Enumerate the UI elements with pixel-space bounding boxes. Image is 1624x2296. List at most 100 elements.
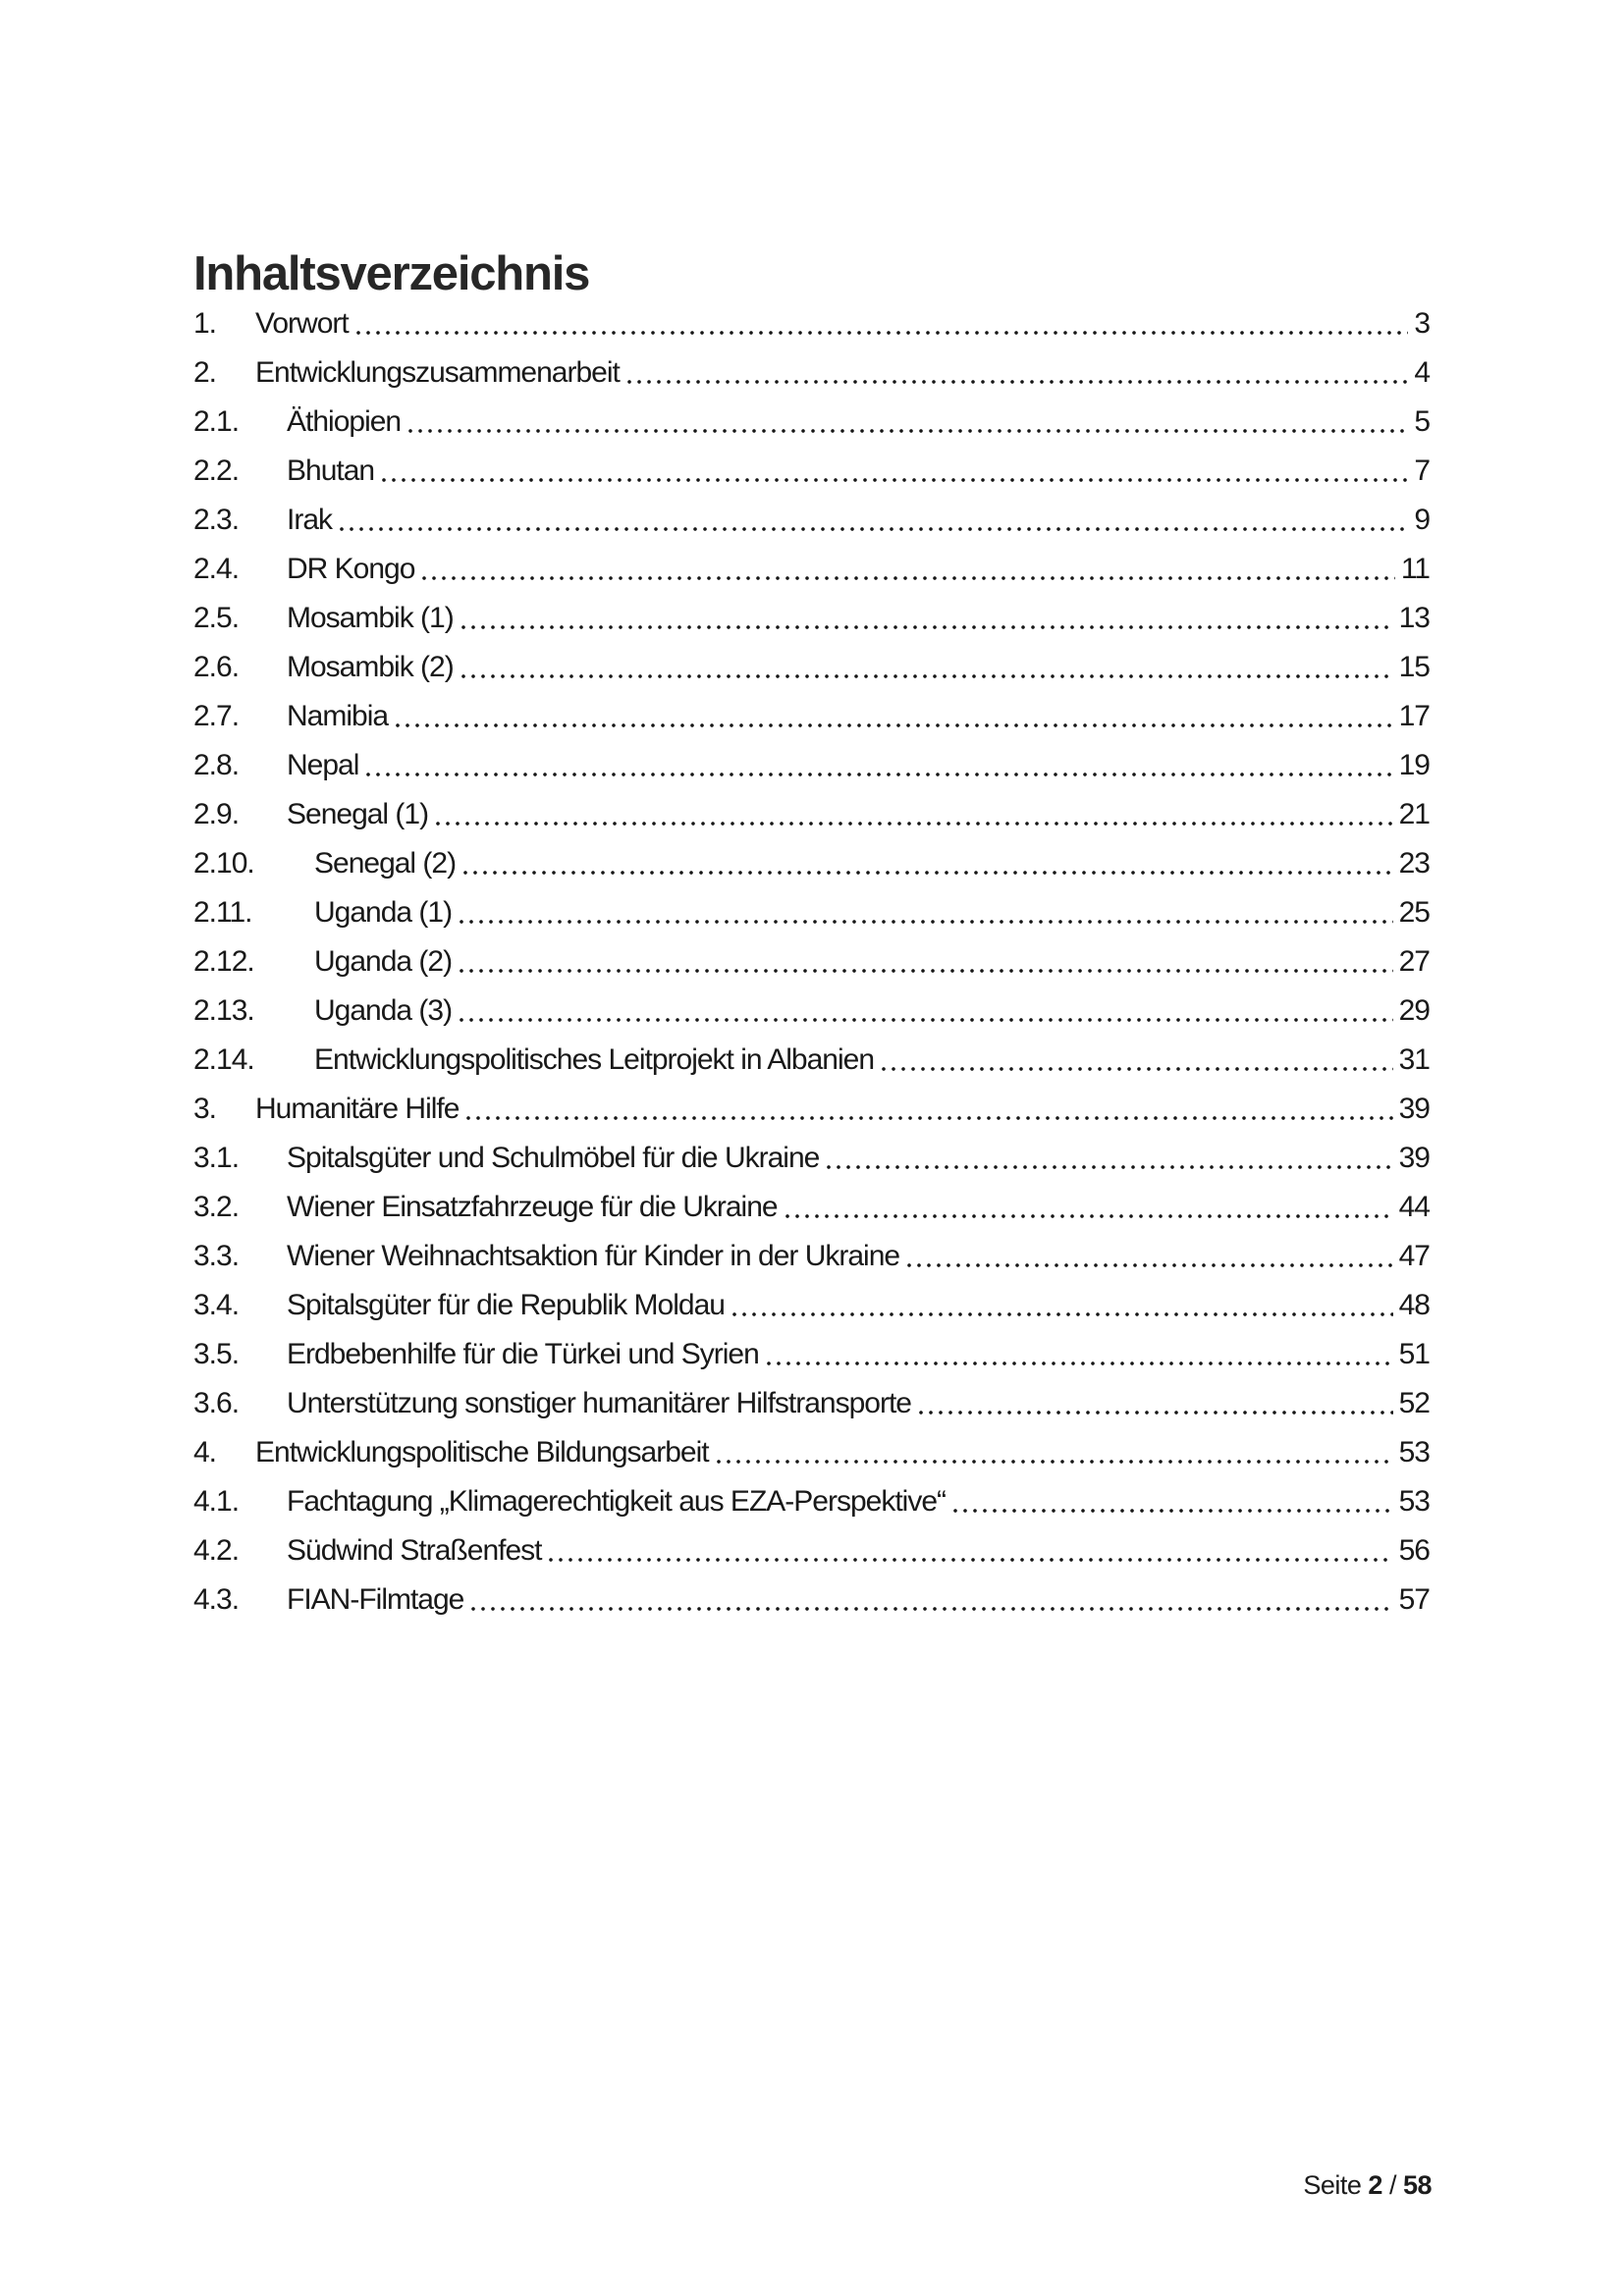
toc-entry-page: 31 — [1398, 1043, 1431, 1076]
toc-entry-label: Uganda (2) — [314, 945, 453, 978]
toc-entry-page: 4 — [1414, 356, 1431, 389]
toc-entry-label: Spitalsgüter und Schulmöbel für die Ukra… — [287, 1142, 820, 1174]
toc-entry-page: 53 — [1398, 1436, 1431, 1468]
toc-entry-number: 2.4. — [193, 553, 240, 585]
toc-entry-page: 19 — [1398, 749, 1431, 781]
toc-entry-page: 7 — [1414, 454, 1431, 487]
toc-leader-dots — [907, 1263, 1393, 1267]
toc-entry-number: 2.3. — [193, 504, 240, 536]
toc-entry-label: Unterstützung sonstiger humanitärer Hilf… — [287, 1387, 912, 1419]
toc-entry-number: 3.1. — [193, 1142, 240, 1174]
toc-entry[interactable]: 2.11. Uganda (1) 25 — [193, 888, 1431, 937]
toc-entry-page: 25 — [1398, 896, 1431, 929]
toc-entry-page: 53 — [1398, 1485, 1431, 1518]
toc-entry-number: 2.12. — [193, 945, 255, 978]
toc-entry-label: Senegal (2) — [314, 847, 457, 880]
toc-entry-page: 39 — [1398, 1093, 1431, 1125]
toc-leader-dots — [463, 871, 1393, 875]
toc-entry-number: 4.1. — [193, 1485, 240, 1518]
toc-leader-dots — [626, 380, 1409, 384]
toc-leader-dots — [408, 429, 1409, 433]
toc-entry[interactable]: 2.5. Mosambik (1) 13 — [193, 594, 1431, 643]
toc-entry-number: 3.2. — [193, 1191, 240, 1223]
toc-entry-page: 51 — [1398, 1338, 1431, 1370]
toc-entry[interactable]: 2.7. Namibia 17 — [193, 692, 1431, 741]
toc-entry[interactable]: 3.1. Spitalsgüter und Schulmöbel für die… — [193, 1134, 1431, 1183]
toc-entry[interactable]: 2.9. Senegal (1) 21 — [193, 790, 1431, 839]
toc-entry[interactable]: 2.4. DR Kongo 11 — [193, 545, 1431, 594]
toc-entry-number: 2.10. — [193, 847, 255, 880]
toc-entry-number: 2. — [193, 356, 217, 389]
toc-entry[interactable]: 4. Entwicklungspolitische Bildungsarbeit… — [193, 1428, 1431, 1477]
toc-entry-label: Nepal — [287, 749, 359, 781]
toc-leader-dots — [466, 1116, 1393, 1120]
toc-entry-label: Südwind Straßenfest — [287, 1534, 542, 1567]
toc-entry[interactable]: 3.3. Wiener Weihnachtsaktion für Kinder … — [193, 1232, 1431, 1281]
toc-entry[interactable]: 4.1. Fachtagung „Klimagerechtigkeit aus … — [193, 1477, 1431, 1526]
toc-leader-dots — [827, 1165, 1393, 1169]
footer-label: Seite — [1303, 2170, 1362, 2200]
toc-leader-dots — [471, 1607, 1393, 1611]
toc-entry[interactable]: 2.1. Äthiopien 5 — [193, 398, 1431, 447]
toc-entry-label: Spitalsgüter für die Republik Moldau — [287, 1289, 726, 1321]
toc-entry-page: 52 — [1398, 1387, 1431, 1419]
toc-entry-page: 5 — [1414, 405, 1431, 438]
table-of-contents: 1. Vorwort 3 2. Entwicklungszusammenarbe… — [193, 299, 1431, 1625]
toc-entry[interactable]: 2.2. Bhutan 7 — [193, 447, 1431, 496]
toc-entry-page: 48 — [1398, 1289, 1431, 1321]
toc-entry-label: Fachtagung „Klimagerechtigkeit aus EZA-P… — [287, 1485, 947, 1518]
toc-leader-dots — [731, 1312, 1393, 1316]
toc-entry[interactable]: 2.14. Entwicklungspolitisches Leitprojek… — [193, 1036, 1431, 1085]
toc-entry-number: 2.5. — [193, 602, 240, 634]
toc-entry[interactable]: 2. Entwicklungszusammenarbeit 4 — [193, 348, 1431, 398]
toc-entry-page: 44 — [1398, 1191, 1431, 1223]
toc-entry-label: Vorwort — [255, 307, 350, 340]
toc-entry-number: 2.11. — [193, 896, 253, 929]
toc-entry-number: 3.4. — [193, 1289, 240, 1321]
toc-entry-label: Mosambik (2) — [287, 651, 455, 683]
toc-entry[interactable]: 2.3. Irak 9 — [193, 496, 1431, 545]
toc-entry-number: 2.6. — [193, 651, 240, 683]
toc-entry-label: Uganda (1) — [314, 896, 453, 929]
toc-entry-label: FIAN-Filmtage — [287, 1583, 464, 1616]
toc-entry[interactable]: 3.6. Unterstützung sonstiger humanitärer… — [193, 1379, 1431, 1428]
toc-entry[interactable]: 1. Vorwort 3 — [193, 299, 1431, 348]
toc-leader-dots — [340, 527, 1409, 531]
footer-separator: / — [1388, 2170, 1397, 2200]
toc-leader-dots — [366, 773, 1393, 776]
toc-leader-dots — [396, 723, 1393, 727]
toc-entry-label: Uganda (3) — [314, 994, 453, 1027]
toc-entry-label: DR Kongo — [287, 553, 415, 585]
toc-entry-page: 13 — [1398, 602, 1431, 634]
toc-entry[interactable]: 2.10. Senegal (2) 23 — [193, 839, 1431, 888]
toc-entry[interactable]: 2.12. Uganda (2) 27 — [193, 937, 1431, 987]
toc-entry-number: 4.3. — [193, 1583, 240, 1616]
toc-entry-number: 2.7. — [193, 700, 240, 732]
toc-entry[interactable]: 3. Humanitäre Hilfe 39 — [193, 1085, 1431, 1134]
footer-total-pages: 58 — [1402, 2170, 1433, 2200]
toc-entry[interactable]: 2.13. Uganda (3) 29 — [193, 987, 1431, 1036]
toc-entry-number: 2.13. — [193, 994, 255, 1027]
toc-entry-label: Wiener Weihnachtsaktion für Kinder in de… — [287, 1240, 900, 1272]
footer-current-page: 2 — [1368, 2170, 1382, 2200]
toc-entry[interactable]: 3.2. Wiener Einsatzfahrzeuge für die Ukr… — [193, 1183, 1431, 1232]
toc-entry-page: 15 — [1398, 651, 1431, 683]
toc-entry-page: 17 — [1398, 700, 1431, 732]
toc-leader-dots — [460, 920, 1393, 924]
toc-entry-number: 3.3. — [193, 1240, 240, 1272]
toc-entry[interactable]: 2.6. Mosambik (2) 15 — [193, 643, 1431, 692]
toc-entry-page: 3 — [1414, 307, 1431, 340]
toc-entry-label: Irak — [287, 504, 333, 536]
toc-leader-dots — [382, 478, 1409, 482]
toc-entry-page: 57 — [1398, 1583, 1431, 1616]
toc-entry[interactable]: 3.5. Erdbebenhilfe für die Türkei und Sy… — [193, 1330, 1431, 1379]
toc-entry[interactable]: 2.8. Nepal 19 — [193, 741, 1431, 790]
toc-entry[interactable]: 3.4. Spitalsgüter für die Republik Molda… — [193, 1281, 1431, 1330]
toc-entry-page: 9 — [1414, 504, 1431, 536]
toc-entry[interactable]: 4.3. FIAN-Filmtage 57 — [193, 1575, 1431, 1625]
toc-entry[interactable]: 4.2. Südwind Straßenfest 56 — [193, 1526, 1431, 1575]
toc-entry-label: Humanitäre Hilfe — [255, 1093, 460, 1125]
toc-leader-dots — [953, 1509, 1393, 1513]
toc-entry-number: 2.14. — [193, 1043, 255, 1076]
